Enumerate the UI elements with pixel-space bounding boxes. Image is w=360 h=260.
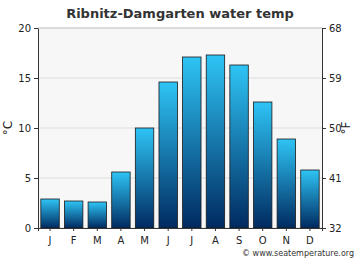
x-tick-mark (97, 228, 98, 231)
y2-tick-mark (322, 178, 326, 179)
y-tick: 10 (18, 123, 38, 134)
x-tick-mark (50, 228, 51, 231)
x-tick: D (306, 228, 314, 246)
plot: 051015203241505968JFMAMJJASOND (18, 23, 341, 246)
y-tick: 20 (18, 23, 38, 34)
x-tick-mark (144, 228, 145, 231)
bar (88, 202, 106, 228)
x-tick: F (71, 228, 77, 246)
x-tick-label: M (140, 235, 149, 246)
x-tick-mark (191, 228, 192, 231)
x-tick-mark (309, 228, 310, 231)
grid-line (38, 28, 322, 29)
y-tick-label: 15 (18, 73, 31, 84)
y-tick: 15 (18, 73, 38, 84)
y2-tick-mark (322, 28, 326, 29)
bar (41, 199, 59, 228)
bar (206, 55, 224, 228)
y2-axis-label: °F (339, 121, 353, 134)
y-tick-mark (34, 78, 38, 79)
y2-tick-label: 68 (329, 23, 342, 34)
x-tick-label: A (118, 235, 125, 246)
x-tick-label: J (48, 235, 52, 246)
x-tick-label: J (189, 235, 193, 246)
x-tick: M (140, 228, 149, 246)
plot-background (38, 28, 322, 228)
x-tick-mark (73, 228, 74, 231)
x-tick: O (259, 228, 267, 246)
bars (41, 55, 319, 228)
bar (159, 82, 177, 228)
y-tick-label: 0 (25, 223, 31, 234)
bar (64, 201, 82, 228)
y2-tick-mark (322, 128, 326, 129)
axis-line (34, 29, 39, 229)
x-tick-label: F (71, 235, 77, 246)
x-tick-mark (262, 228, 263, 231)
bar (230, 65, 248, 228)
y-axis: 0 5 10 15 20 (18, 23, 38, 234)
bar (277, 139, 295, 228)
y-tick: 5 (25, 173, 38, 184)
bar (183, 57, 201, 228)
x-tick: N (283, 228, 290, 246)
grid-line (38, 78, 322, 79)
y2-tick: 59 (322, 73, 342, 84)
y2-tick: 41 (322, 173, 342, 184)
y-tick-mark (34, 128, 38, 129)
chart: 051015203241505968JFMAMJJASONDRibnitz-Da… (0, 0, 360, 260)
y2-tick: 32 (322, 223, 342, 234)
y-tick: 0 (25, 223, 38, 234)
x-tick-mark (168, 228, 169, 231)
y-tick-mark (34, 28, 38, 29)
x-tick: J (166, 228, 170, 246)
title: Ribnitz-Damgarten water temp (66, 6, 294, 21)
axis-line (323, 29, 327, 229)
y-tick-label: 20 (18, 23, 31, 34)
x-tick-mark (215, 228, 216, 231)
source: © www.seatemperature.org (242, 249, 354, 258)
y-tick-mark (34, 228, 38, 229)
x-tick: J (189, 228, 193, 246)
plot-frame (38, 28, 322, 29)
x-tick: S (236, 228, 242, 246)
bar (135, 128, 153, 228)
bar (301, 170, 319, 228)
y2-tick-label: 32 (329, 223, 342, 234)
x-tick-label: A (212, 235, 219, 246)
y2-tick: 68 (322, 23, 342, 34)
axis-line (39, 229, 323, 232)
x-tick-label: S (236, 235, 242, 246)
x-tick-label: M (93, 235, 102, 246)
x-tick: J (48, 228, 52, 246)
y-tick-label: 10 (18, 123, 31, 134)
y-tick-mark (34, 178, 38, 179)
x-tick-label: J (166, 235, 170, 246)
x-tick-label: O (259, 235, 267, 246)
grid-line (38, 128, 322, 129)
grid (38, 28, 322, 228)
y-axis-label: °C (1, 121, 15, 135)
x-tick: M (93, 228, 102, 246)
x-tick: A (212, 228, 219, 246)
y2-tick-label: 41 (329, 173, 342, 184)
bar (253, 102, 271, 228)
x-tick-label: D (306, 235, 314, 246)
y2-tick-mark (322, 78, 326, 79)
x-tick-mark (120, 228, 121, 231)
x-tick: A (118, 228, 125, 246)
x-tick-label: N (283, 235, 290, 246)
x-tick-mark (286, 228, 287, 231)
y2-tick-label: 59 (329, 73, 342, 84)
bar (112, 172, 130, 228)
y-tick-label: 5 (25, 173, 31, 184)
x-axis: JFMAMJJASOND (39, 228, 323, 246)
x-tick-mark (239, 228, 240, 231)
